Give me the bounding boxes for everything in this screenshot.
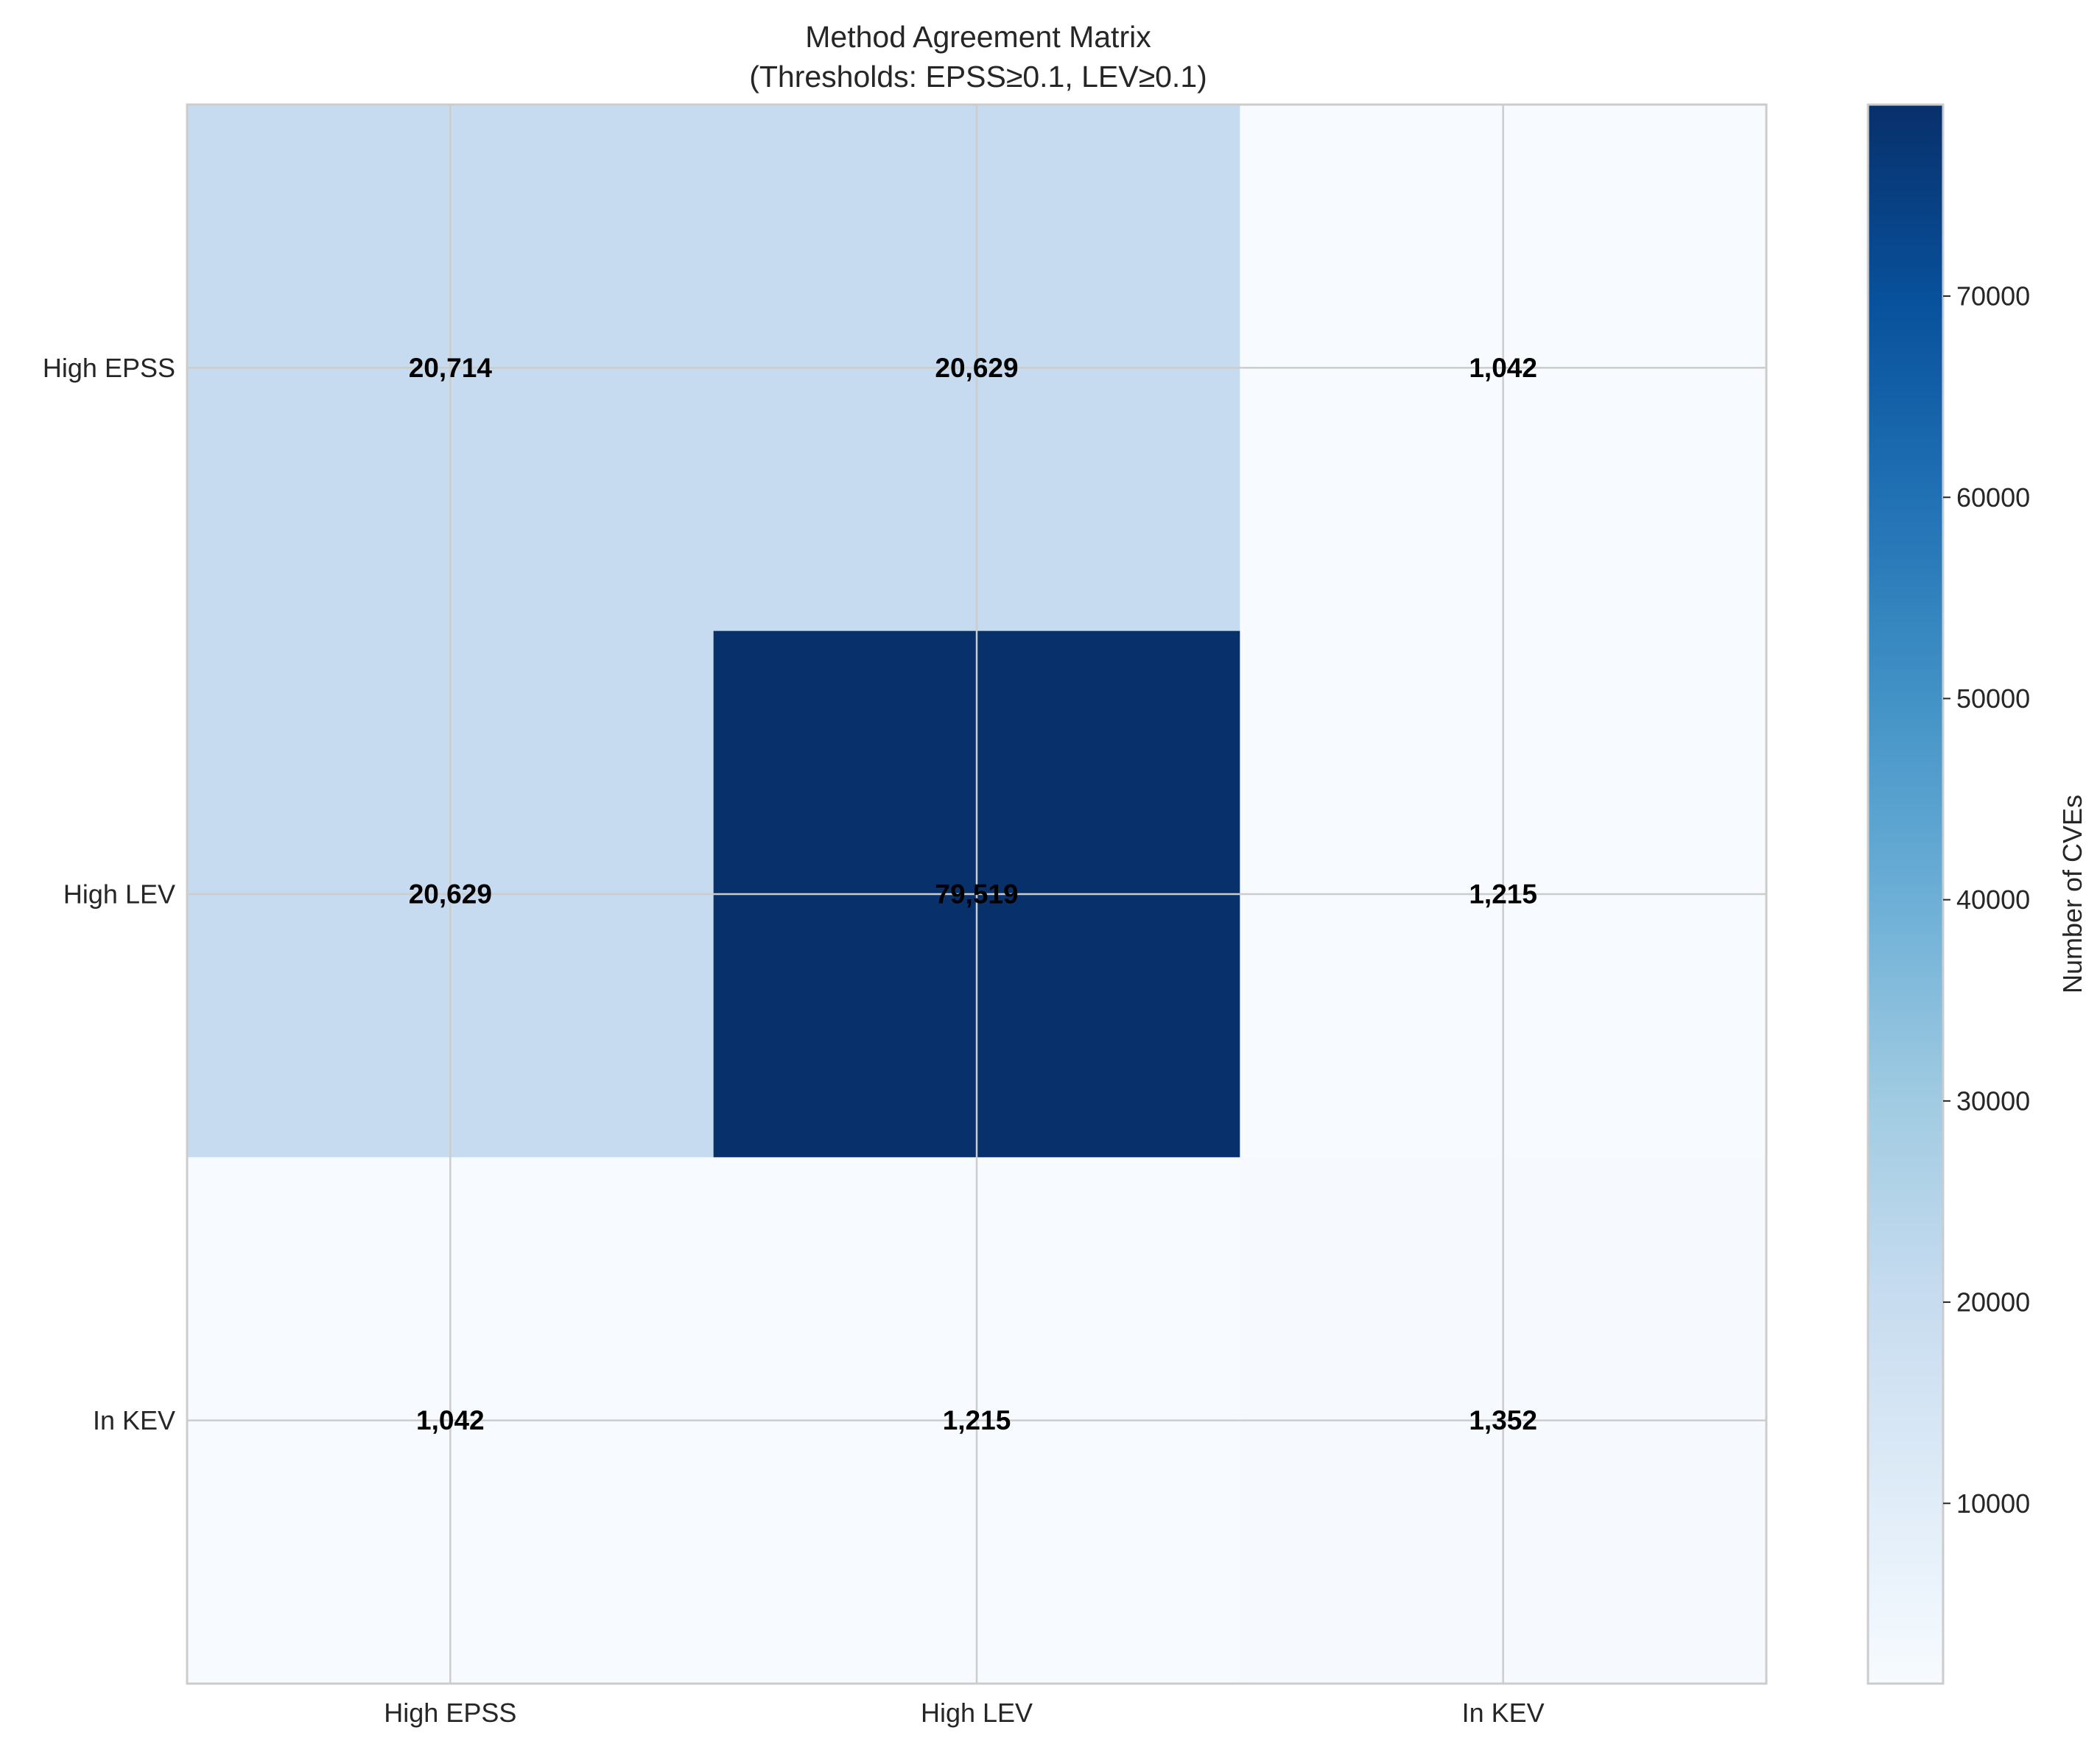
cell-value-label: 20,629 [409, 879, 492, 910]
colorbar-tick-label: 10000 [1956, 1488, 2030, 1519]
colorbar-tick-label: 60000 [1956, 482, 2030, 513]
heatmap-value-labels: 20,714 20,629 1,042 20,629 79,519 1,215 1,042 1… [409, 353, 1537, 1435]
y-tick-label-high-lev: High LEV [63, 879, 175, 910]
colorbar-label: Number of CVEs [2057, 795, 2087, 994]
cell-value-label: 1,215 [1469, 879, 1537, 910]
cell-value-label: 1,042 [416, 1405, 485, 1435]
plot-frame [186, 103, 1768, 1685]
chart-subtitle: (Thresholds: EPSS≥0.1, LEV≥0.1) [749, 60, 1207, 94]
colorbar-tick-label: 40000 [1956, 885, 2030, 915]
cell-value-label: 1,215 [943, 1405, 1011, 1435]
x-tick-label-high-lev: High LEV [921, 1698, 1033, 1728]
x-tick-label-in-kev: In KEV [1462, 1698, 1545, 1728]
x-tick-label-high-epss: High EPSS [384, 1698, 516, 1728]
y-tick-label-high-epss: High EPSS [43, 353, 175, 383]
cell-value-label: 79,519 [935, 879, 1018, 910]
cell-value-label: 1,042 [1469, 353, 1537, 383]
y-axis-ticks: High EPSS High LEV In KEV [43, 353, 175, 1435]
colorbar-ticks: 10000 20000 30000 40000 50000 60000 70000 [1943, 281, 2030, 1519]
colorbar-tick-label: 20000 [1956, 1287, 2030, 1318]
cell-value-label: 20,629 [935, 353, 1018, 383]
colorbar [1867, 103, 1945, 1685]
chart-title: Method Agreement Matrix [805, 20, 1151, 54]
y-tick-label-in-kev: In KEV [93, 1405, 175, 1435]
cell-value-label: 1,352 [1469, 1405, 1537, 1435]
cell-value-label: 20,714 [409, 353, 493, 383]
colorbar-tick-label: 70000 [1956, 281, 2030, 312]
colorbar-tick-label: 50000 [1956, 683, 2030, 714]
grid-lines [187, 105, 1766, 1684]
x-axis-ticks: High EPSS High LEV In KEV [384, 1698, 1544, 1728]
colorbar-tick-label: 30000 [1956, 1086, 2030, 1116]
